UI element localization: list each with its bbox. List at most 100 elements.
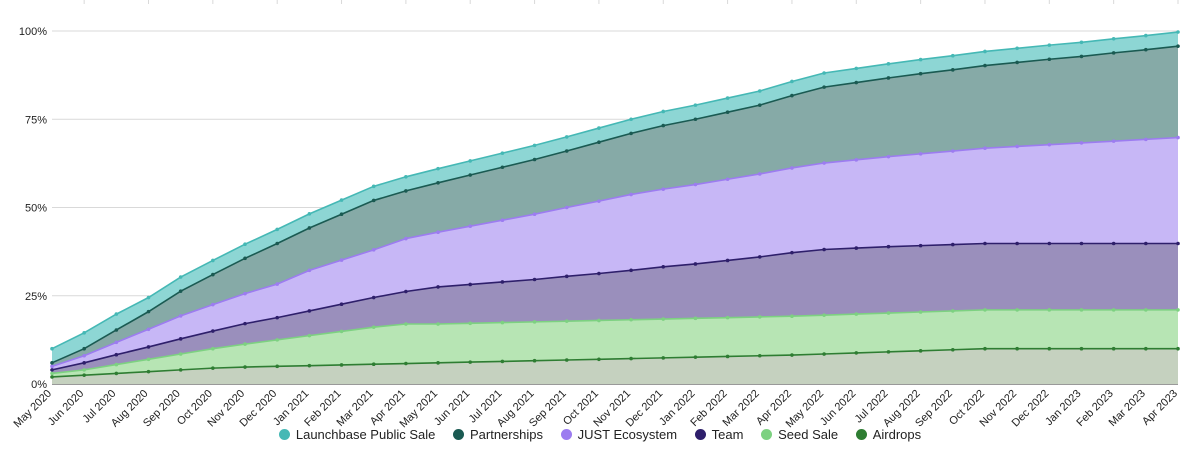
x-tick-label: Jun 2021	[432, 388, 472, 428]
legend-label: Seed Sale	[778, 427, 839, 442]
point-seed-sale	[790, 314, 794, 319]
point-partnerships	[951, 68, 955, 72]
point-launchbase-public-sale	[178, 275, 183, 279]
point-seed-sale	[82, 368, 86, 372]
y-tick-label: 0%	[31, 379, 47, 391]
point-just-ecosystem	[50, 364, 54, 369]
legend-item-seed-sale[interactable]: Seed Sale	[761, 427, 838, 442]
point-airdrops	[1111, 346, 1116, 351]
point-just-ecosystem	[404, 236, 408, 241]
point-partnerships	[854, 80, 859, 85]
series-areas	[52, 32, 1178, 384]
point-team	[757, 255, 762, 259]
point-partnerships	[1176, 44, 1180, 48]
point-airdrops	[597, 357, 601, 362]
point-launchbase-public-sale	[500, 151, 505, 155]
x-tick-label: Jun 2022	[818, 388, 858, 428]
point-just-ecosystem	[500, 218, 505, 223]
point-just-ecosystem	[790, 166, 794, 170]
point-seed-sale	[1111, 308, 1116, 312]
x-tick-label: Apr 2023	[1140, 388, 1180, 428]
point-partnerships	[404, 189, 408, 193]
point-launchbase-public-sale	[436, 166, 440, 171]
point-seed-sale	[146, 357, 151, 362]
point-partnerships	[146, 309, 151, 314]
point-seed-sale	[468, 321, 473, 326]
point-partnerships	[339, 212, 344, 217]
point-launchbase-public-sale	[82, 331, 86, 335]
point-team	[371, 295, 376, 300]
point-airdrops	[339, 363, 344, 367]
area-airdrops	[52, 348, 1178, 384]
point-airdrops	[983, 346, 987, 351]
point-team	[822, 247, 826, 252]
point-team	[1176, 241, 1180, 246]
y-axis-tick-labels: 0% 25% 50% 75% 100%	[19, 26, 47, 391]
point-seed-sale	[822, 313, 826, 317]
point-launchbase-public-sale	[114, 312, 119, 316]
point-seed-sale	[307, 333, 312, 338]
point-partnerships	[790, 93, 794, 98]
point-launchbase-public-sale	[661, 109, 666, 114]
point-just-ecosystem	[178, 314, 183, 318]
legend-item-just-ecosystem[interactable]: JUST Ecosystem	[560, 427, 677, 442]
point-partnerships	[983, 63, 987, 68]
point-airdrops	[1176, 346, 1180, 351]
point-airdrops	[307, 363, 312, 368]
point-team	[564, 274, 569, 279]
line-partnerships	[51, 45, 1179, 364]
point-team	[597, 271, 601, 276]
point-airdrops	[790, 353, 794, 357]
point-airdrops	[211, 366, 215, 370]
point-launchbase-public-sale	[564, 135, 569, 139]
point-seed-sale	[243, 342, 247, 346]
line-just-ecosystem	[51, 136, 1179, 368]
point-just-ecosystem	[436, 230, 440, 235]
point-airdrops	[178, 368, 183, 372]
point-seed-sale	[983, 308, 987, 312]
point-seed-sale	[918, 310, 923, 314]
area-just-ecosystem	[52, 137, 1178, 370]
point-partnerships	[1079, 54, 1084, 59]
point-seed-sale	[1079, 308, 1084, 312]
point-just-ecosystem	[918, 152, 923, 156]
point-airdrops	[661, 356, 666, 360]
point-just-ecosystem	[532, 212, 537, 217]
legend-item-airdrops[interactable]: Airdrops	[855, 427, 921, 442]
point-seed-sale	[757, 315, 762, 319]
point-launchbase-public-sale	[1111, 36, 1116, 41]
point-launchbase-public-sale	[1176, 30, 1180, 34]
point-airdrops	[1047, 346, 1052, 351]
legend-item-team[interactable]: Team	[694, 427, 743, 442]
point-seed-sale	[178, 352, 183, 356]
point-partnerships	[629, 131, 633, 136]
point-team	[500, 280, 505, 284]
legend-item-partnerships[interactable]: Partnerships	[452, 427, 543, 442]
point-partnerships	[661, 123, 666, 128]
point-just-ecosystem	[211, 302, 215, 307]
point-airdrops	[275, 364, 280, 369]
point-launchbase-public-sale	[983, 49, 987, 54]
point-partnerships	[1144, 47, 1148, 52]
point-airdrops	[1079, 346, 1084, 351]
point-partnerships	[564, 149, 569, 153]
point-partnerships	[1111, 51, 1116, 55]
point-just-ecosystem	[146, 327, 151, 332]
point-seed-sale	[404, 322, 408, 326]
point-seed-sale	[951, 309, 955, 313]
point-just-ecosystem	[757, 172, 762, 176]
point-airdrops	[564, 358, 569, 362]
point-just-ecosystem	[951, 149, 955, 153]
point-launchbase-public-sale	[404, 174, 408, 179]
point-partnerships	[275, 241, 280, 246]
point-launchbase-public-sale	[854, 66, 859, 71]
legend-item-launchbase-public-sale[interactable]: Launchbase Public Sale	[278, 427, 435, 442]
point-airdrops	[918, 349, 923, 353]
area-partnerships	[52, 46, 1178, 367]
point-team	[951, 242, 955, 247]
point-launchbase-public-sale	[886, 62, 891, 66]
point-partnerships	[597, 140, 601, 144]
point-just-ecosystem	[661, 187, 666, 191]
point-partnerships	[114, 328, 119, 332]
